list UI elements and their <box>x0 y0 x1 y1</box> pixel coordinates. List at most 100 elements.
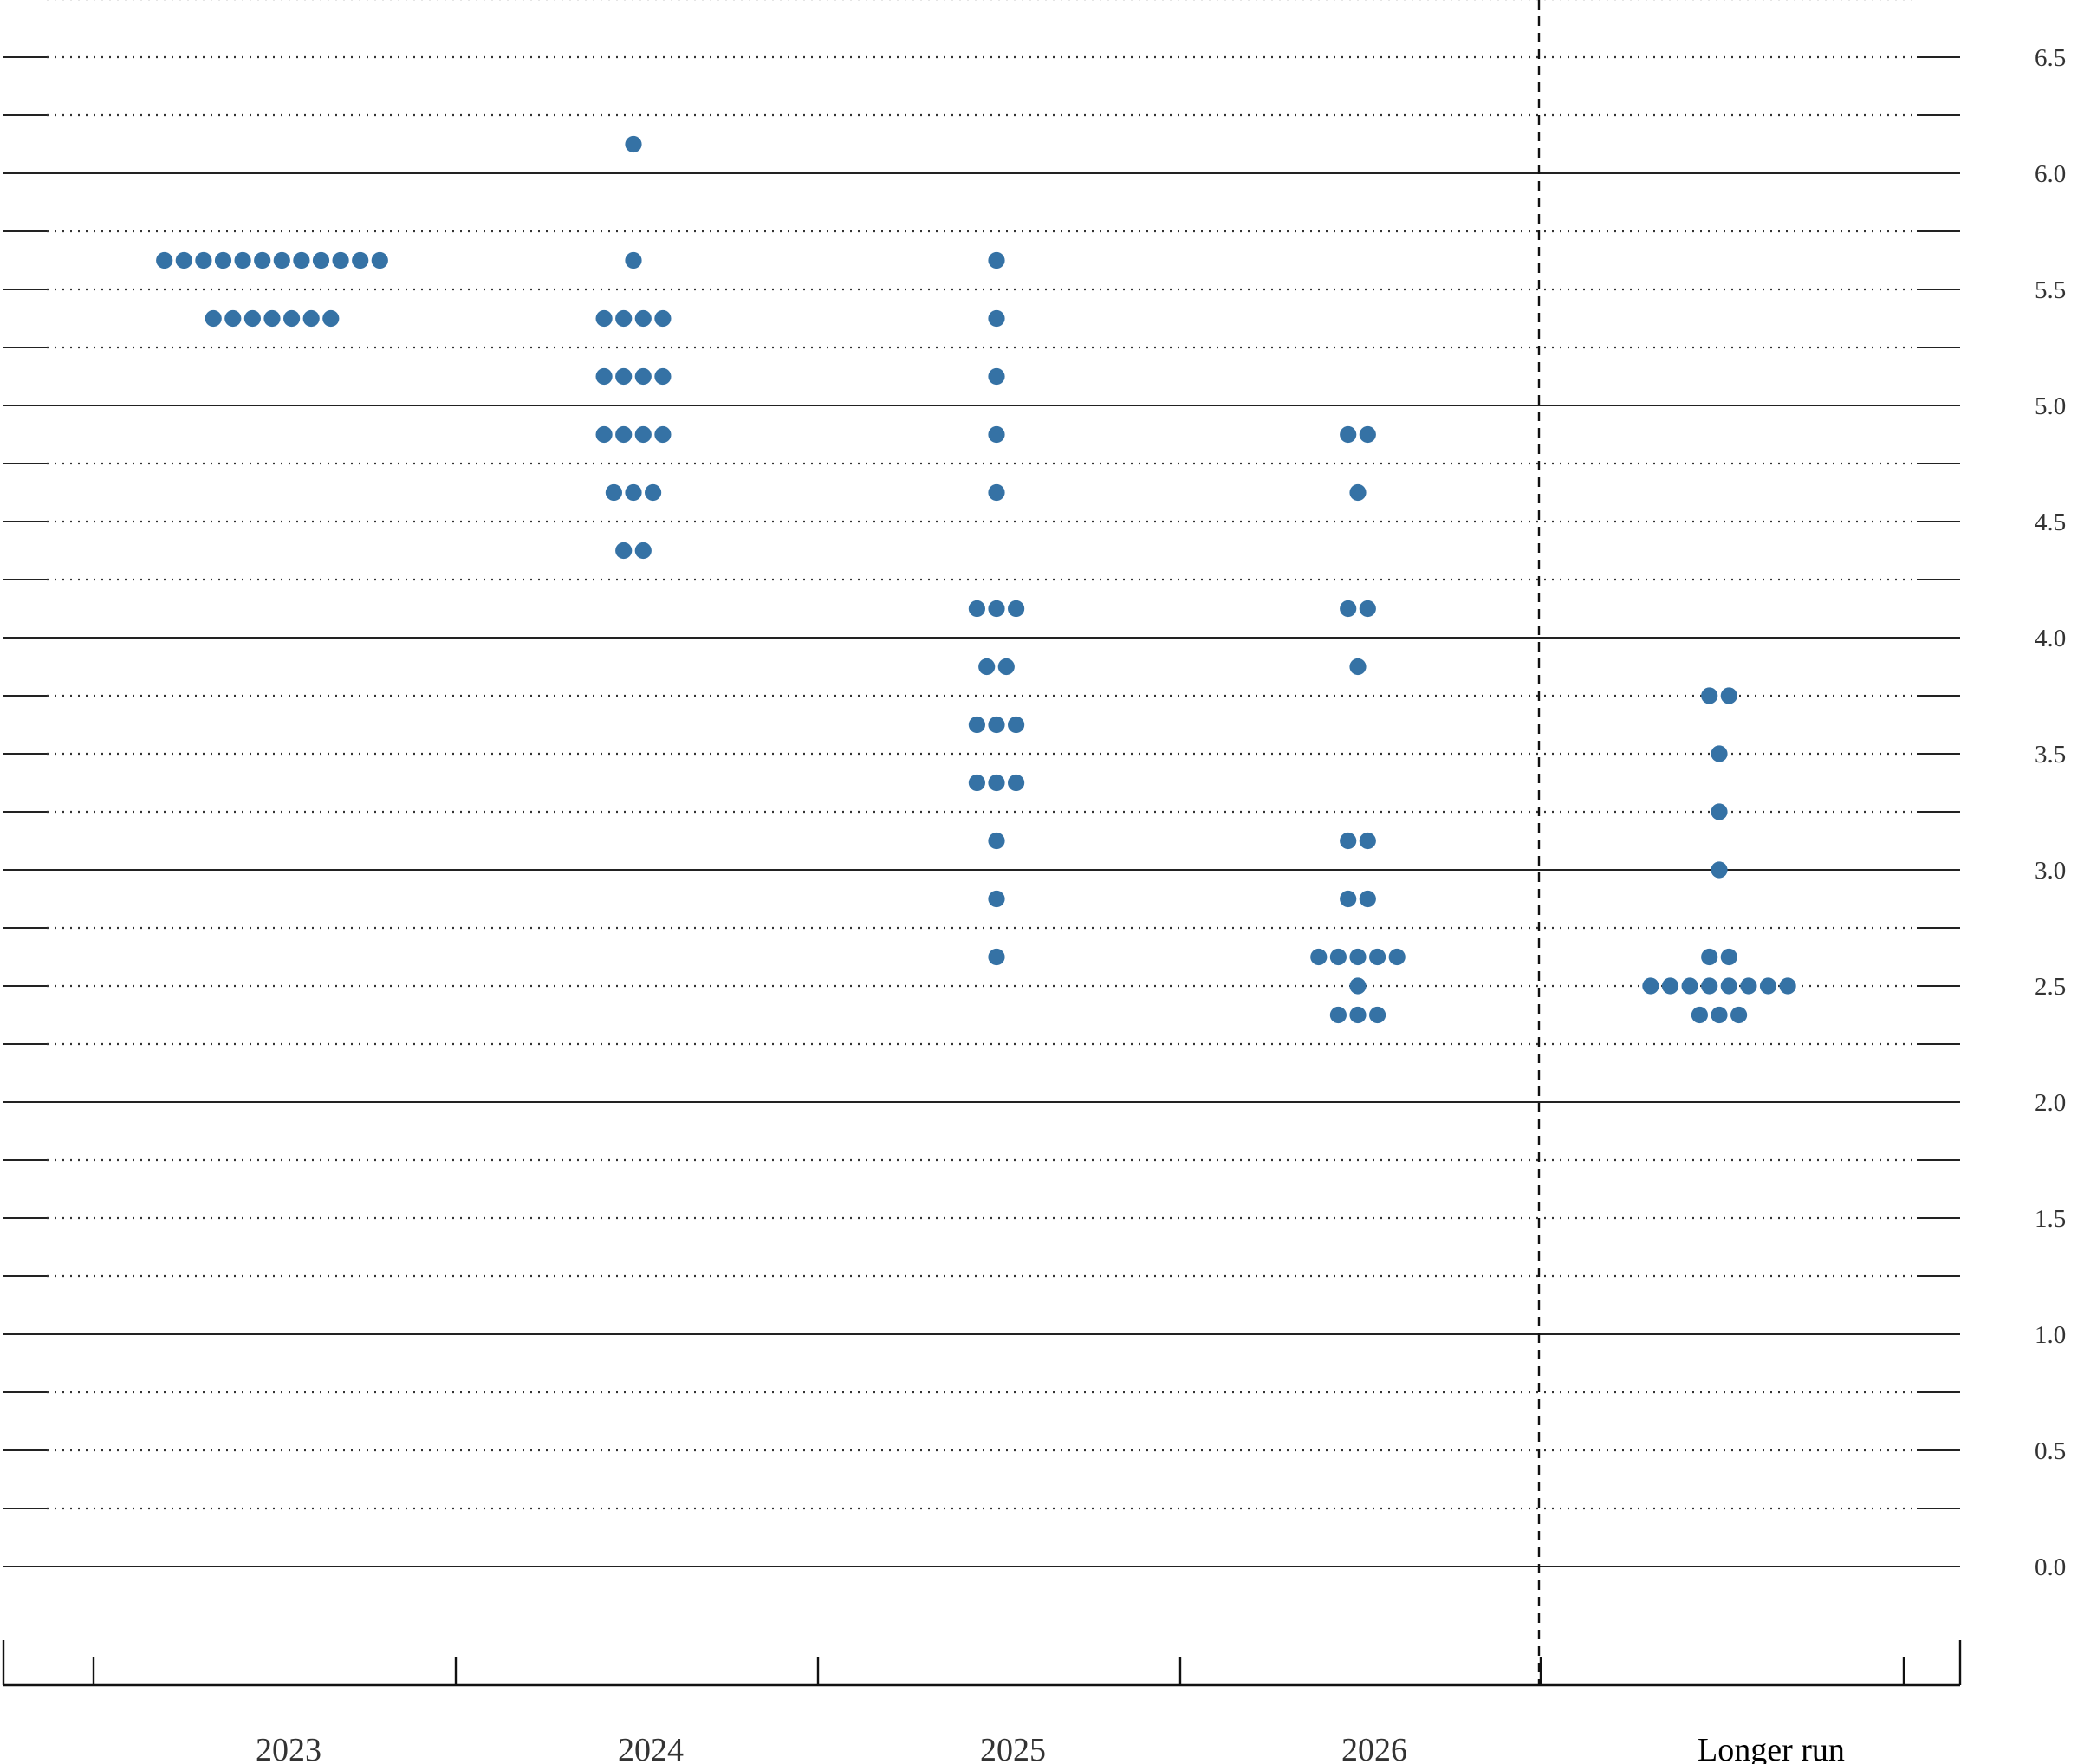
y-tick-label: 1.0 <box>2035 1321 2066 1349</box>
dot-marker <box>1701 977 1718 995</box>
dot-marker <box>988 832 1005 850</box>
y-tick-label: 0.5 <box>2035 1437 2066 1465</box>
dot-marker <box>595 309 613 328</box>
dot-marker <box>1349 977 1367 995</box>
dot-marker <box>1720 687 1737 704</box>
y-tick-label: 1.5 <box>2035 1205 2066 1233</box>
dot-marker <box>1310 948 1328 966</box>
y-tick-label: 3.5 <box>2035 741 2066 769</box>
dot-marker <box>988 774 1005 792</box>
dot-marker <box>988 367 1005 386</box>
dot-marker <box>1730 1006 1748 1024</box>
dot-marker <box>1740 977 1757 995</box>
y-axis-tick-labels: 0.0 0.5 1.0 1.5 2.0 2.5 3.0 3.5 4.0 4.5 5.0 5.5 6.0 6… <box>2035 44 2066 1581</box>
dot-marker <box>634 542 652 560</box>
dot-marker <box>1329 1006 1347 1024</box>
dot-marker <box>988 890 1005 908</box>
x-tick-label: 2024 <box>618 1732 684 1764</box>
y-tick-label: 0.0 <box>2035 1553 2066 1581</box>
dot-marker <box>997 658 1015 676</box>
dot-marker <box>615 309 633 328</box>
y-tick-label: 6.0 <box>2035 160 2066 188</box>
dot-marker <box>605 483 623 502</box>
dot-marker <box>595 367 613 386</box>
y-tick-label: 2.0 <box>2035 1089 2066 1117</box>
dot-marker <box>615 367 633 386</box>
x-axis-tick-labels: 2023 2024 2025 2026 Longer run <box>256 1732 1845 1764</box>
dot-marker <box>332 251 349 269</box>
dot-marker <box>1359 600 1376 618</box>
dot-marker <box>615 542 633 560</box>
dot-marker <box>156 251 173 269</box>
dot-marker <box>1711 1006 1728 1024</box>
dot-marker <box>988 948 1005 966</box>
y-tick-label: 6.5 <box>2035 44 2066 72</box>
dot-marker <box>312 251 330 269</box>
dot-marker <box>654 367 672 386</box>
y-tick-label: 2.5 <box>2035 973 2066 1001</box>
dot-marker <box>1359 832 1376 850</box>
dot-marker <box>988 251 1005 269</box>
dot-marker <box>1701 948 1718 966</box>
dot-marker <box>615 425 633 444</box>
dot-marker <box>1661 977 1679 995</box>
dot-marker <box>988 483 1005 502</box>
dot-marker <box>1720 977 1737 995</box>
dot-marker <box>1720 948 1737 966</box>
dot-marker <box>625 483 642 502</box>
dot-marker <box>634 425 652 444</box>
dot-marker <box>1008 600 1025 618</box>
dot-marker <box>1359 425 1376 444</box>
dot-marker <box>1681 977 1698 995</box>
y-tick-label: 5.5 <box>2035 276 2066 304</box>
dot-marker <box>205 309 222 328</box>
dot-marker <box>968 600 985 618</box>
x-tick-label: 2025 <box>980 1732 1046 1764</box>
dot-marker <box>645 483 662 502</box>
dot-marker <box>1388 948 1406 966</box>
dot-marker <box>1369 948 1386 966</box>
dot-marker <box>988 309 1005 328</box>
dot-marker <box>1779 977 1796 995</box>
dot-marker <box>293 251 310 269</box>
dot-marker <box>1711 861 1728 879</box>
dot-marker <box>1008 716 1025 734</box>
dot-marker <box>302 309 320 328</box>
grid-lines <box>3 0 1960 1567</box>
dot-marker <box>1340 600 1357 618</box>
dot-marker <box>1691 1006 1708 1024</box>
dot-marker <box>254 251 271 269</box>
dot-marker <box>371 251 388 269</box>
dot-marker <box>1340 425 1357 444</box>
dot-marker <box>352 251 369 269</box>
dot-marker <box>1340 832 1357 850</box>
dot-marker <box>243 309 261 328</box>
dot-marker <box>988 716 1005 734</box>
dot-marker <box>634 309 652 328</box>
dot-marker <box>595 425 613 444</box>
dot-marker <box>1329 948 1347 966</box>
dot-marker <box>654 309 672 328</box>
dot-marker <box>625 135 642 153</box>
dot-marker <box>1369 1006 1386 1024</box>
dot-marker <box>273 251 290 269</box>
dot-marker <box>195 251 212 269</box>
dot-marker <box>1340 890 1357 908</box>
dot-marker <box>283 309 301 328</box>
dot-marker <box>1349 658 1367 676</box>
dot-markers <box>156 135 1796 1024</box>
dot-marker <box>1349 1006 1367 1024</box>
dot-marker <box>1759 977 1777 995</box>
x-tick-label: 2023 <box>256 1732 321 1764</box>
dot-marker <box>1711 803 1728 820</box>
dot-marker <box>175 251 192 269</box>
dot-marker <box>1359 890 1376 908</box>
dot-marker <box>1711 745 1728 762</box>
dot-marker <box>654 425 672 444</box>
dot-marker <box>1701 687 1718 704</box>
dot-marker <box>1349 948 1367 966</box>
dot-marker <box>625 251 642 269</box>
dot-marker <box>214 251 232 269</box>
dot-marker <box>322 309 340 328</box>
